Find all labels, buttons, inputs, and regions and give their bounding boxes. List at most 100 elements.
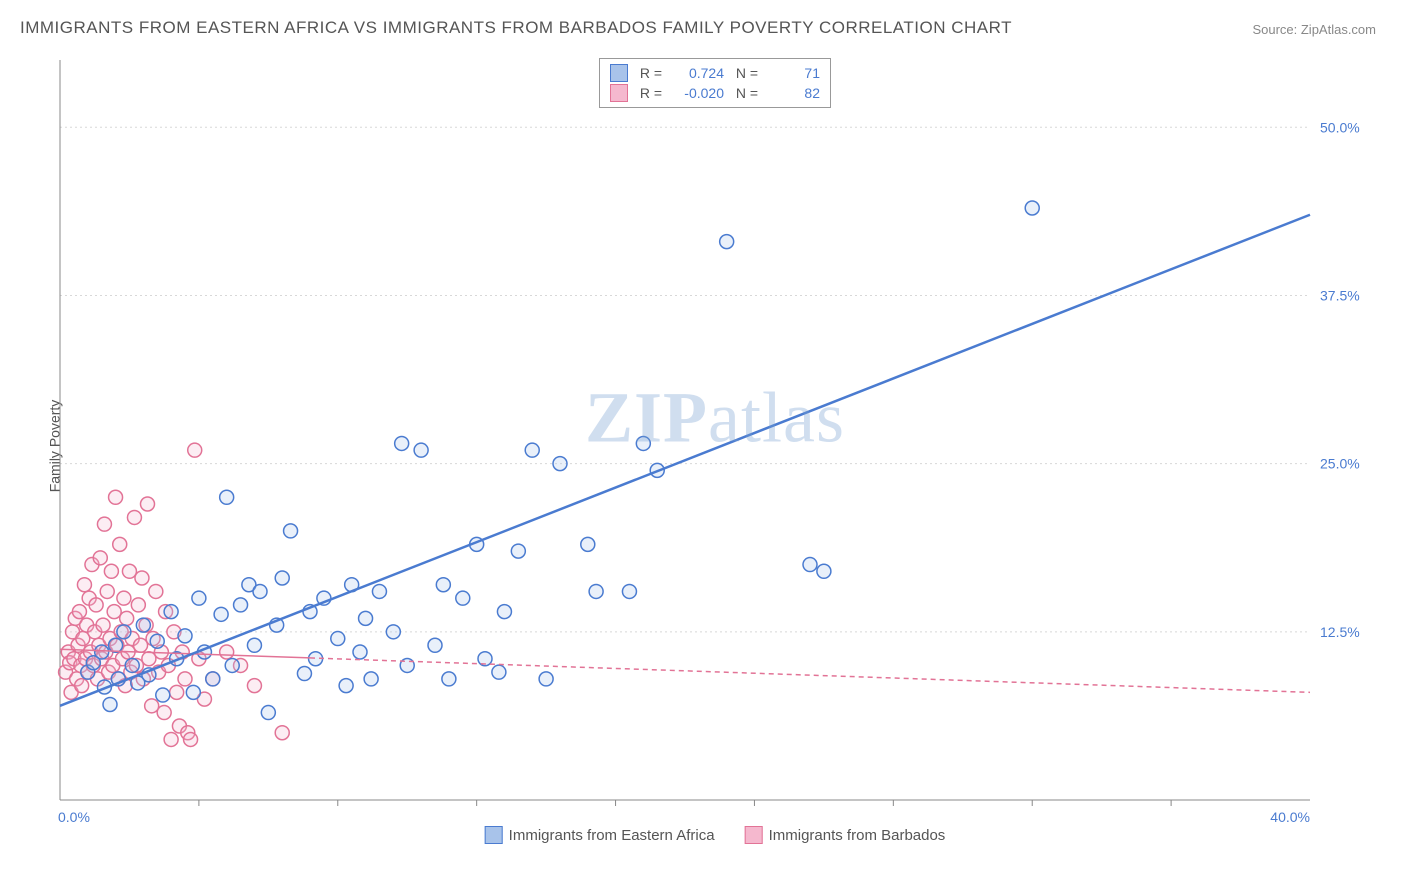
data-point	[428, 638, 442, 652]
data-point	[803, 558, 817, 572]
legend-series-label: Immigrants from Eastern Africa	[509, 827, 715, 844]
data-point	[117, 625, 131, 639]
data-point	[497, 605, 511, 619]
data-point	[100, 584, 114, 598]
data-point	[436, 578, 450, 592]
y-tick-label: 12.5%	[1320, 624, 1360, 640]
data-point	[442, 672, 456, 686]
source-attribution: Source: ZipAtlas.com	[1252, 22, 1376, 37]
chart-title: IMMIGRANTS FROM EASTERN AFRICA VS IMMIGR…	[20, 18, 1012, 38]
chart-area: ZIPatlas R =0.724N =71R =-0.020N =82 12.…	[50, 50, 1380, 850]
data-point	[581, 537, 595, 551]
data-point	[275, 571, 289, 585]
data-point	[225, 658, 239, 672]
data-point	[214, 607, 228, 621]
data-point	[149, 584, 163, 598]
data-point	[120, 611, 134, 625]
data-point	[104, 564, 118, 578]
legend-bottom-item: Immigrants from Eastern Africa	[485, 826, 715, 844]
data-point	[170, 685, 184, 699]
data-point	[364, 672, 378, 686]
data-point	[107, 605, 121, 619]
data-point	[93, 551, 107, 565]
data-point	[220, 645, 234, 659]
data-point	[164, 732, 178, 746]
data-point	[72, 605, 86, 619]
data-point	[386, 625, 400, 639]
legend-n-label: N =	[730, 83, 758, 103]
legend-top: R =0.724N =71R =-0.020N =82	[599, 58, 831, 108]
x-end-label: 40.0%	[1270, 809, 1310, 825]
y-tick-label: 25.0%	[1320, 456, 1360, 472]
data-point	[247, 638, 261, 652]
data-point	[77, 578, 91, 592]
data-point	[353, 645, 367, 659]
data-point	[156, 688, 170, 702]
data-point	[113, 537, 127, 551]
data-point	[720, 235, 734, 249]
data-point	[122, 564, 136, 578]
data-point	[103, 697, 117, 711]
data-point	[553, 457, 567, 471]
data-point	[395, 436, 409, 450]
data-point	[492, 665, 506, 679]
data-point	[157, 706, 171, 720]
data-point	[178, 629, 192, 643]
data-point	[456, 591, 470, 605]
data-point	[234, 598, 248, 612]
legend-r-label: R =	[634, 63, 662, 83]
data-point	[331, 632, 345, 646]
data-point	[359, 611, 373, 625]
data-point	[145, 699, 159, 713]
data-point	[589, 584, 603, 598]
data-point	[206, 672, 220, 686]
scatter-plot: 12.5% 25.0% 37.5% 50.0% 0.0% 40.0%	[50, 50, 1380, 850]
legend-r-label: R =	[634, 83, 662, 103]
legend-top-row: R =0.724N =71	[610, 63, 820, 83]
data-point	[275, 726, 289, 740]
legend-bottom: Immigrants from Eastern Africa Immigrants…	[485, 826, 946, 844]
source-label: Source:	[1252, 22, 1300, 37]
data-point	[372, 584, 386, 598]
data-point	[96, 618, 110, 632]
legend-series-label: Immigrants from Barbados	[769, 827, 946, 844]
data-point	[75, 679, 89, 693]
data-point	[297, 667, 311, 681]
data-point	[284, 524, 298, 538]
data-point	[247, 679, 261, 693]
data-point	[511, 544, 525, 558]
y-tick-label: 37.5%	[1320, 287, 1360, 303]
data-point	[622, 584, 636, 598]
data-point	[184, 732, 198, 746]
x-origin-label: 0.0%	[58, 809, 90, 825]
data-point	[188, 443, 202, 457]
legend-swatch	[485, 826, 503, 844]
data-point	[150, 634, 164, 648]
data-point	[109, 638, 123, 652]
data-point	[89, 598, 103, 612]
data-point	[525, 443, 539, 457]
data-point	[636, 436, 650, 450]
data-point	[339, 679, 353, 693]
data-point	[136, 618, 150, 632]
data-point	[253, 584, 267, 598]
data-point	[131, 598, 145, 612]
legend-top-row: R =-0.020N =82	[610, 83, 820, 103]
data-point	[125, 658, 139, 672]
legend-swatch	[610, 84, 628, 102]
data-point	[539, 672, 553, 686]
legend-bottom-item: Immigrants from Barbados	[745, 826, 946, 844]
data-point	[109, 490, 123, 504]
data-point	[220, 490, 234, 504]
data-point	[261, 706, 275, 720]
y-tick-label: 50.0%	[1320, 119, 1360, 135]
legend-n-value: 71	[764, 63, 820, 83]
data-point	[117, 591, 131, 605]
data-point	[817, 564, 831, 578]
data-point	[192, 591, 206, 605]
source-link[interactable]: ZipAtlas.com	[1301, 22, 1376, 37]
legend-swatch	[610, 64, 628, 82]
data-point	[95, 645, 109, 659]
data-point	[414, 443, 428, 457]
legend-n-label: N =	[730, 63, 758, 83]
